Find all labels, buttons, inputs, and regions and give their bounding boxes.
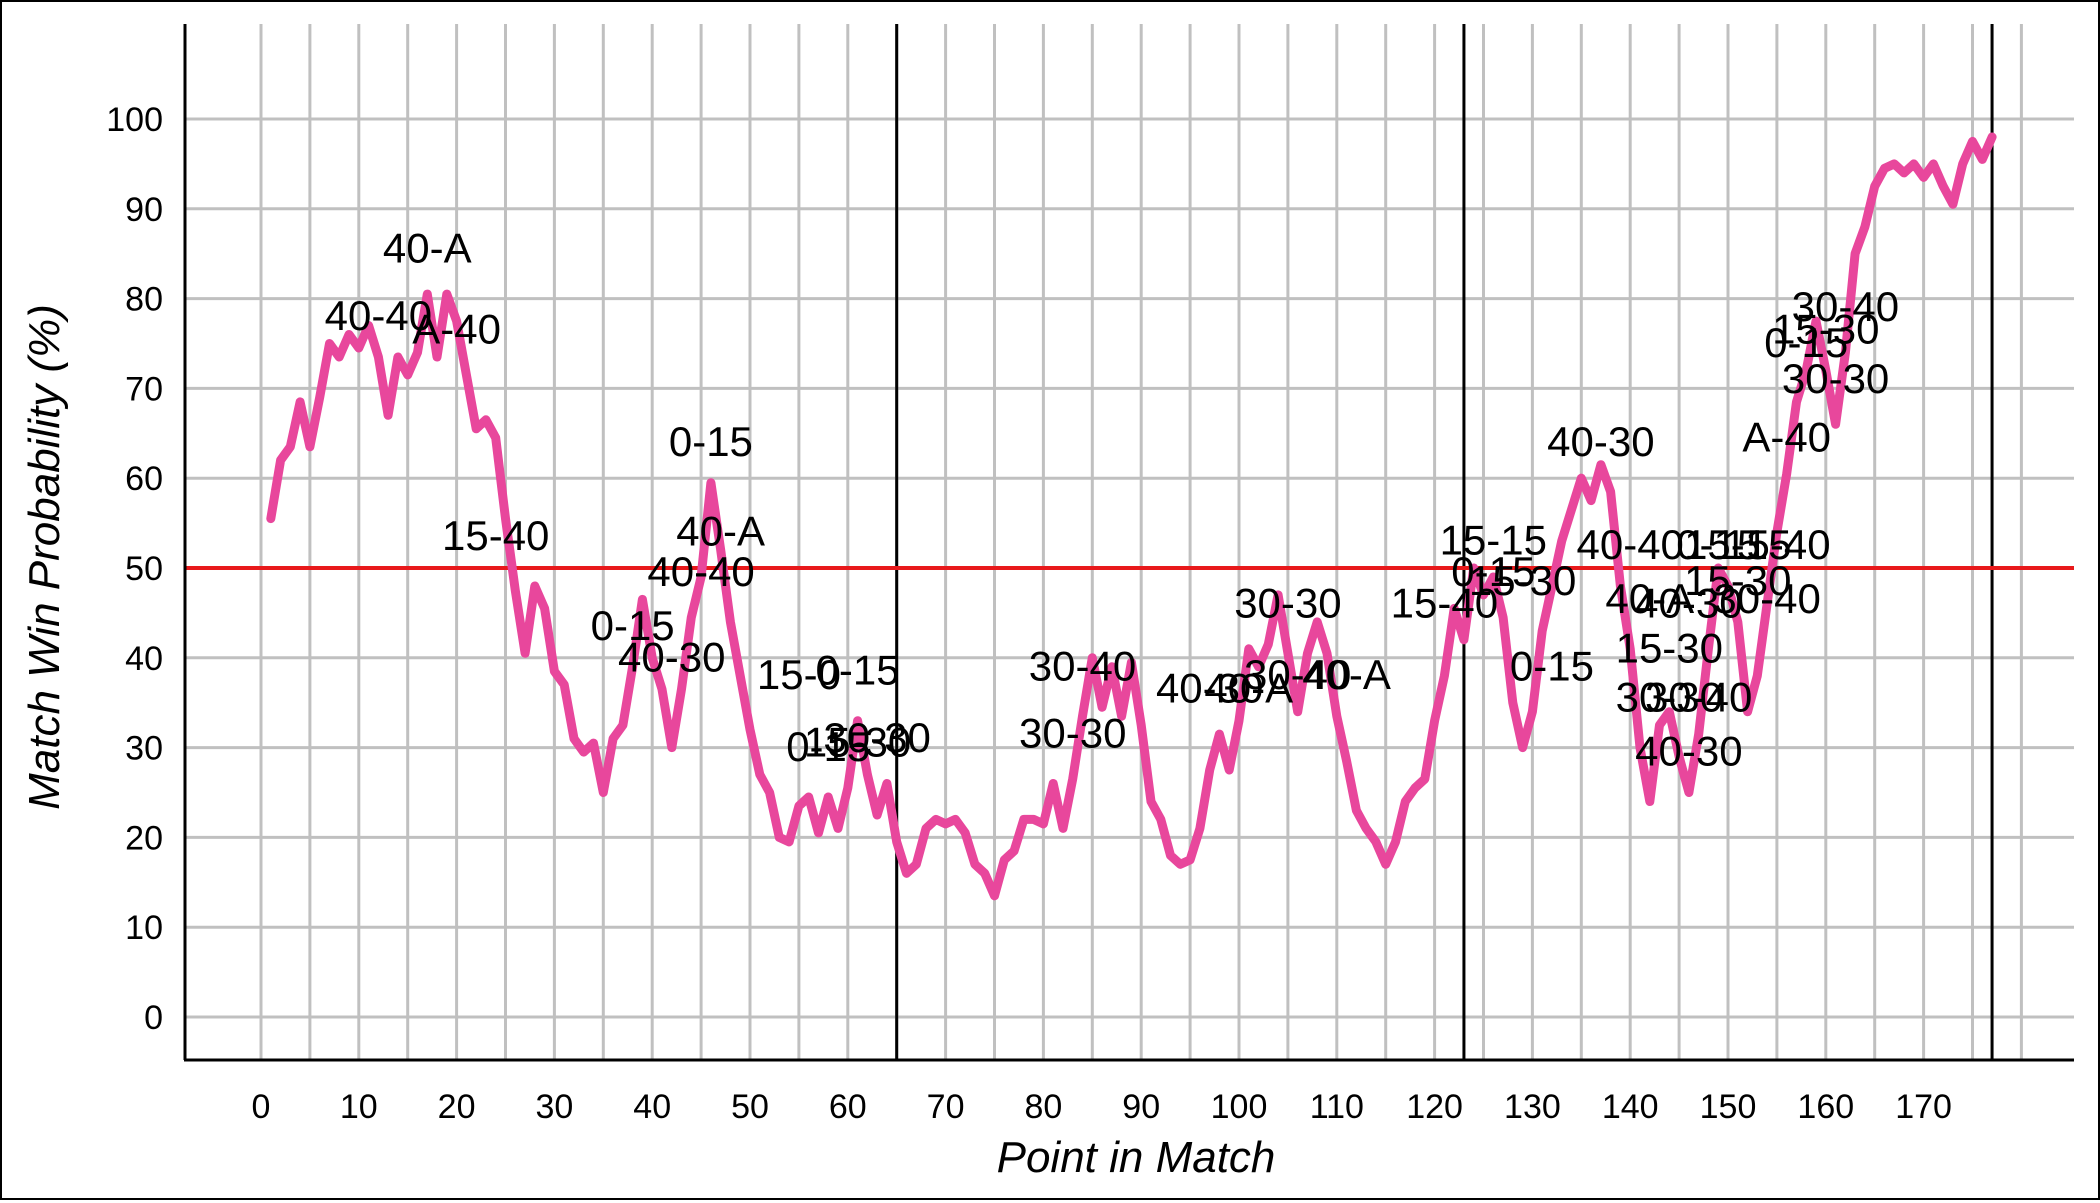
x-tick-label: 110 — [1310, 1088, 1364, 1126]
score-annotation: 0-15 — [786, 723, 870, 770]
x-tick-label: 70 — [927, 1088, 965, 1126]
x-tick-label: 120 — [1406, 1088, 1463, 1126]
score-annotation: 0-15 — [669, 418, 753, 465]
score-annotation: 40-30 — [1156, 665, 1263, 712]
score-annotation: A-40 — [412, 306, 501, 353]
score-annotation: 40-40 — [325, 292, 432, 339]
score-annotation: 30-30 — [823, 714, 930, 761]
y-tick-label: 50 — [125, 550, 163, 588]
y-tick-label: 30 — [125, 730, 163, 768]
x-tick-label: 80 — [1024, 1088, 1062, 1126]
score-annotation: 15-0 — [757, 651, 841, 698]
score-annotation: 40-A — [1302, 651, 1391, 698]
score-annotation: 40-40 — [1576, 521, 1683, 568]
x-tick-label: 170 — [1895, 1088, 1952, 1126]
score-annotation: 15-40 — [1723, 521, 1830, 568]
score-annotation: 15-30 — [1616, 624, 1723, 671]
score-annotation: 40-A — [383, 225, 472, 272]
score-annotation: 30-40 — [1792, 283, 1899, 330]
y-axis-title: Match Win Probability (%) — [20, 304, 69, 810]
series-group — [266, 132, 1997, 901]
series-line — [266, 132, 1997, 901]
x-axis-title: Point in Match — [997, 1133, 1276, 1182]
score-annotation: 30-30 — [1616, 674, 1723, 721]
score-annotation: 15-40 — [442, 512, 549, 559]
score-annotation: 30-30 — [1782, 355, 1889, 402]
x-tick-label: 20 — [438, 1088, 476, 1126]
x-tick-label: 90 — [1122, 1088, 1160, 1126]
x-tick-label: 60 — [829, 1088, 867, 1126]
y-tick-label: 0 — [144, 999, 163, 1037]
score-annotation: 15-30 — [804, 719, 911, 766]
set-boundary-lines — [895, 24, 1994, 1060]
score-annotation: 15-30 — [1684, 557, 1791, 604]
y-tick-label: 90 — [125, 191, 163, 229]
score-annotation: A-40 — [1742, 413, 1831, 460]
y-tick-label: 100 — [106, 101, 163, 139]
score-annotation: 40-A — [676, 508, 765, 555]
x-tick-label: 160 — [1797, 1088, 1854, 1126]
score-annotation: 0-15 — [1451, 548, 1535, 595]
score-annotation: 40-30 — [1635, 728, 1742, 775]
score-annotation: 15-15 — [1684, 521, 1791, 568]
score-annotation: 40-30 — [1547, 418, 1654, 465]
score-annotation: 40-30 — [618, 633, 725, 680]
x-tick-label: 100 — [1211, 1088, 1268, 1126]
score-annotation: 15-30 — [1772, 306, 1879, 353]
score-annotation: 30-30 — [1019, 710, 1126, 757]
y-tick-label: 70 — [125, 370, 163, 408]
score-annotation: 15-30 — [1469, 557, 1576, 604]
x-tick-label: 130 — [1504, 1088, 1561, 1126]
x-tick-label: 140 — [1602, 1088, 1659, 1126]
x-tick-label: 30 — [535, 1088, 573, 1126]
score-annotation: 30-30 — [1234, 579, 1341, 626]
score-annotation: 40-A — [1204, 665, 1293, 712]
score-annotation: 0-15 — [1510, 642, 1594, 689]
score-annotation: 40-40 — [647, 548, 754, 595]
x-tick-label: 150 — [1700, 1088, 1757, 1126]
score-annotation: 0-15 — [816, 647, 900, 694]
y-tick-label: 10 — [125, 909, 163, 947]
score-annotation: 40-30 — [1635, 579, 1742, 626]
y-tick-label: 80 — [125, 281, 163, 319]
score-annotation: 15-15 — [1440, 517, 1547, 564]
y-tick-label: 40 — [125, 640, 163, 678]
score-annotation: 40-A — [1605, 575, 1694, 622]
score-annotation: 15-40 — [1391, 579, 1498, 626]
x-tick-label: 40 — [633, 1088, 671, 1126]
tick-labels: 0 10 20 30 40 50 60 70 80 90 100 110 120 130 140 150 160… — [106, 101, 1952, 1126]
score-annotation: 0-15 — [1764, 319, 1848, 366]
score-annotation: 0-15 — [1676, 521, 1760, 568]
x-tick-label: 0 — [252, 1088, 271, 1126]
x-tick-label: 10 — [340, 1088, 378, 1126]
score-annotation: 0-15 — [591, 602, 675, 649]
y-tick-label: 60 — [125, 460, 163, 498]
score-annotation: 30-40 — [1713, 575, 1820, 622]
y-tick-label: 20 — [125, 819, 163, 857]
x-tick-label: 50 — [731, 1088, 769, 1126]
axes — [183, 24, 2074, 1062]
score-annotation: 30-40 — [1645, 674, 1752, 721]
score-annotation: 30-40 — [1244, 651, 1351, 698]
score-annotation: 30-40 — [1029, 642, 1136, 689]
